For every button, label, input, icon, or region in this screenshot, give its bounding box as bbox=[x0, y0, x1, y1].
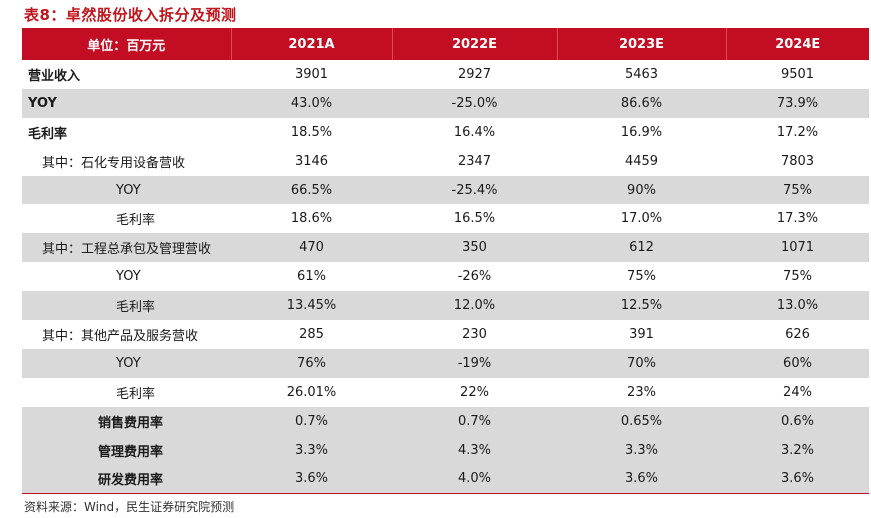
table-cell: 75% bbox=[627, 269, 656, 285]
table-cell: 61% bbox=[297, 269, 326, 285]
table-cell: 391 bbox=[629, 326, 654, 342]
financial-table: 单位：百万元 2021A 2022E 2023E 2024E 营业收入 3901… bbox=[22, 28, 869, 495]
table-cell: 1071 bbox=[726, 233, 869, 263]
row-label: YOY bbox=[22, 175, 231, 205]
table-cell: 4.3% bbox=[392, 435, 557, 465]
row-label: 研发费用率 bbox=[22, 464, 231, 495]
table-cell: 22% bbox=[460, 384, 489, 400]
table-cell: 66.5% bbox=[231, 175, 392, 205]
table-row: 营业收入 3901 2927 5463 9501 bbox=[22, 60, 869, 89]
table-cell: 26.01% bbox=[286, 384, 337, 400]
table-cell: -25.0% bbox=[392, 88, 557, 118]
table-cell: 75% bbox=[726, 175, 869, 205]
table-row: YOY 61% -26% 75% 75% bbox=[22, 262, 869, 291]
table-row: 其中：其他产品及服务营收 285 230 391 626 bbox=[22, 320, 869, 349]
table-cell: 76% bbox=[231, 348, 392, 378]
table-cell: 3901 bbox=[294, 66, 329, 82]
table-cell: 0.7% bbox=[392, 406, 557, 436]
table-cell: -25.4% bbox=[392, 175, 557, 205]
row-label: 其中：石化专用设备营收 bbox=[42, 155, 186, 171]
row-label: 销售费用率 bbox=[22, 406, 231, 436]
row-label: 营业收入 bbox=[28, 68, 81, 84]
table-cell: 3.6% bbox=[557, 464, 726, 495]
header-2023e: 2023E bbox=[556, 28, 726, 60]
table-cell: 626 bbox=[785, 326, 810, 342]
row-label: YOY bbox=[22, 88, 231, 118]
header-2024e: 2024E bbox=[725, 28, 869, 60]
row-label: 管理费用率 bbox=[22, 435, 231, 465]
table-cell: 2927 bbox=[457, 66, 492, 82]
table-row: 毛利率 26.01% 22% 23% 24% bbox=[22, 378, 869, 407]
table-cell: 12.0% bbox=[392, 291, 557, 321]
table-cell: 70% bbox=[557, 348, 726, 378]
row-label: 其中：工程总承包及管理营收 bbox=[22, 233, 231, 263]
table-cell: 3146 bbox=[294, 153, 329, 169]
table-cell: 3.3% bbox=[557, 435, 726, 465]
row-label: YOY bbox=[22, 348, 231, 378]
table-cell: 17.0% bbox=[620, 211, 663, 227]
row-label: YOY bbox=[116, 269, 141, 285]
row-label: 毛利率 bbox=[116, 213, 156, 229]
table-row: YOY 43.0% -25.0% 86.6% 73.9% bbox=[22, 88, 869, 118]
table-cell: 350 bbox=[392, 233, 557, 263]
table-cell: 4.0% bbox=[392, 464, 557, 495]
table-cell: 75% bbox=[783, 269, 812, 285]
row-label: 毛利率 bbox=[116, 386, 156, 402]
header-2021a: 2021A bbox=[230, 28, 392, 60]
table-cell: 90% bbox=[557, 175, 726, 205]
table-cell: 13.45% bbox=[231, 291, 392, 321]
table-cell: 5463 bbox=[624, 66, 659, 82]
table-cell: 18.6% bbox=[290, 211, 333, 227]
table-row: 毛利率 18.6% 16.5% 17.0% 17.3% bbox=[22, 204, 869, 233]
table-cell: 2347 bbox=[457, 153, 492, 169]
table-row: 管理费用率 3.3% 4.3% 3.3% 3.2% bbox=[22, 435, 869, 465]
table-cell: 285 bbox=[299, 326, 324, 342]
table-cell: 612 bbox=[557, 233, 726, 263]
table-cell: -26% bbox=[457, 269, 492, 285]
table-cell: 17.2% bbox=[776, 124, 819, 140]
table-row: 毛利率 13.45% 12.0% 12.5% 13.0% bbox=[22, 291, 869, 321]
source-note: 资料来源：Wind，民生证券研究院预测 bbox=[24, 500, 235, 514]
table-cell: -19% bbox=[392, 348, 557, 378]
table-cell: 0.6% bbox=[726, 406, 869, 436]
table-cell: 60% bbox=[726, 348, 869, 378]
header-2022e: 2022E bbox=[391, 28, 557, 60]
table-title: 表8：卓然股份收入拆分及预测 bbox=[24, 6, 237, 24]
table-cell: 43.0% bbox=[231, 88, 392, 118]
table-cell: 3.6% bbox=[231, 464, 392, 495]
table-row: YOY 76% -19% 70% 60% bbox=[22, 348, 869, 378]
table-cell: 230 bbox=[462, 326, 487, 342]
table-cell: 0.7% bbox=[231, 406, 392, 436]
table-header-row: 单位：百万元 2021A 2022E 2023E 2024E bbox=[22, 28, 869, 60]
table-row: 毛利率 18.5% 16.4% 16.9% 17.2% bbox=[22, 118, 869, 147]
table-cell: 13.0% bbox=[726, 291, 869, 321]
table-cell: 86.6% bbox=[557, 88, 726, 118]
row-label: 毛利率 bbox=[22, 291, 231, 321]
table-cell: 3.3% bbox=[231, 435, 392, 465]
table-cell: 9501 bbox=[780, 66, 815, 82]
table-row: YOY 66.5% -25.4% 90% 75% bbox=[22, 175, 869, 205]
table-cell: 470 bbox=[231, 233, 392, 263]
table-cell: 3.6% bbox=[726, 464, 869, 495]
table-cell: 18.5% bbox=[290, 124, 333, 140]
table-cell: 17.3% bbox=[776, 211, 819, 227]
table-cell: 7803 bbox=[780, 153, 815, 169]
table-cell: 3.2% bbox=[726, 435, 869, 465]
header-unit: 单位：百万元 bbox=[22, 28, 231, 60]
table-row: 销售费用率 0.7% 0.7% 0.65% 0.6% bbox=[22, 406, 869, 436]
table-cell: 24% bbox=[783, 384, 812, 400]
table-row: 研发费用率 3.6% 4.0% 3.6% 3.6% bbox=[22, 464, 869, 495]
table-cell: 73.9% bbox=[726, 88, 869, 118]
table-cell: 4459 bbox=[624, 153, 659, 169]
table-cell: 16.4% bbox=[453, 124, 496, 140]
table-cell: 0.65% bbox=[557, 406, 726, 436]
table-cell: 16.5% bbox=[453, 211, 496, 227]
table-cell: 12.5% bbox=[557, 291, 726, 321]
table-row: 其中：工程总承包及管理营收 470 350 612 1071 bbox=[22, 233, 869, 263]
table-cell: 16.9% bbox=[620, 124, 663, 140]
row-label: 毛利率 bbox=[28, 126, 68, 142]
row-label: 其中：其他产品及服务营收 bbox=[42, 328, 199, 344]
table-row: 其中：石化专用设备营收 3146 2347 4459 7803 bbox=[22, 147, 869, 176]
table-cell: 23% bbox=[627, 384, 656, 400]
